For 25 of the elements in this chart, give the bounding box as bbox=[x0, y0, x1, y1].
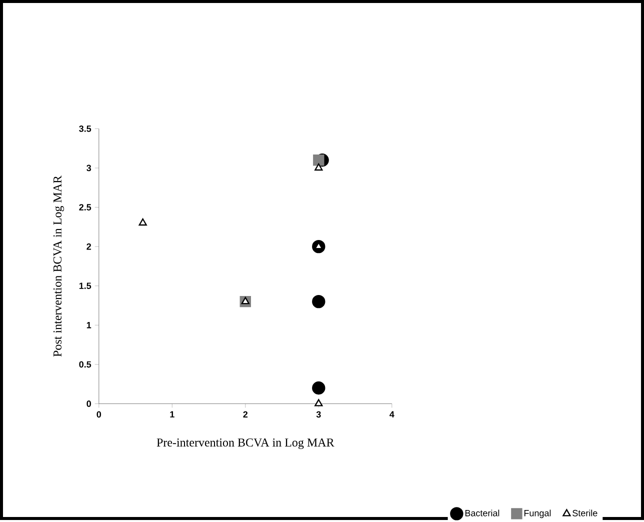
legend-label: Fungal bbox=[524, 510, 551, 518]
y-tick-label: 0 bbox=[86, 400, 91, 408]
point bbox=[312, 295, 326, 308]
y-tick-label: 1 bbox=[86, 322, 92, 328]
point bbox=[314, 399, 323, 406]
x-tick-label: 2 bbox=[243, 411, 248, 418]
legend-label: Bacterial bbox=[465, 510, 500, 516]
x-tick-label: 3 bbox=[316, 411, 321, 418]
x-tick-label: 0 bbox=[96, 411, 102, 418]
point bbox=[241, 297, 250, 304]
y-tick-label: 0.5 bbox=[79, 361, 92, 368]
y-tick-label: 2 bbox=[86, 244, 91, 250]
y-tick-label: 3 bbox=[86, 164, 92, 172]
point bbox=[313, 154, 324, 166]
point bbox=[138, 218, 147, 226]
x-axis-title: Pre-intervention BCVA in Log MAR bbox=[156, 438, 334, 450]
x-tick-label: 4 bbox=[390, 411, 394, 418]
legend-label: Sterile bbox=[572, 510, 598, 516]
point bbox=[314, 164, 323, 171]
y-axis-title: Post intervention BCVA in Log MAR bbox=[53, 176, 64, 357]
x-tick-label: 1 bbox=[170, 411, 174, 418]
point bbox=[312, 382, 326, 395]
y-tick-label: 3.5 bbox=[79, 126, 92, 132]
y-tick-label: 1.5 bbox=[79, 282, 92, 290]
y-tick-label: 2.5 bbox=[79, 204, 92, 211]
